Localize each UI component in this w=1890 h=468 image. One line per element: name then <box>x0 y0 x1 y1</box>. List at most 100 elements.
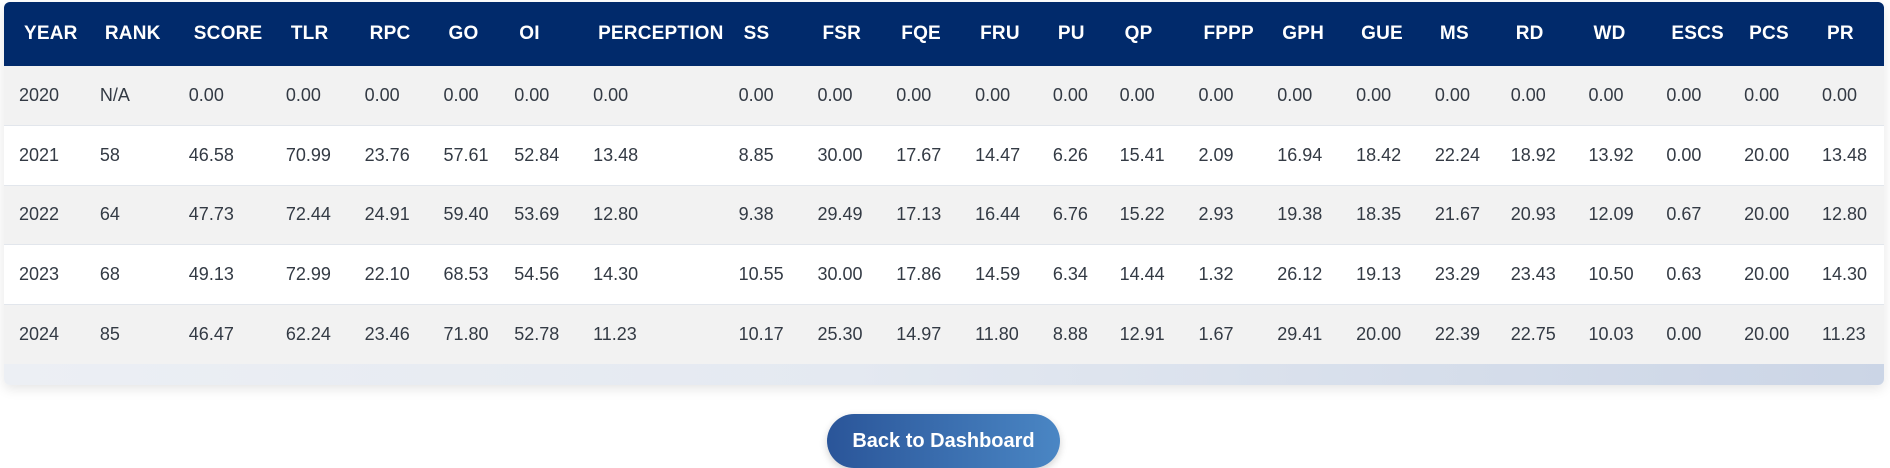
table-row: 2024 85 46.47 62.24 23.46 71.80 52.78 11.23 10.1… <box>4 304 1884 364</box>
table-cell: 18.42 <box>1341 125 1420 186</box>
table-cell: 10.50 <box>1573 244 1652 305</box>
table-row: 2020 N/A 0.00 0.00 0.00 0.00 0.00 0.00 0.00 0.00 0… <box>4 66 1884 127</box>
table-cell: 13.92 <box>1573 125 1652 186</box>
col-header-fqe: FQE <box>881 2 961 66</box>
table-cell: 2.09 <box>1183 125 1263 186</box>
table-cell: 14.30 <box>578 244 724 305</box>
table-cell: 0.00 <box>960 66 1038 127</box>
table-cell: 12.80 <box>1806 185 1884 246</box>
table-cell: 0.00 <box>578 66 724 127</box>
table-cell: 20.93 <box>1495 185 1574 246</box>
table-cell: 0.00 <box>1806 66 1884 127</box>
table-cell: 0.00 <box>1183 66 1263 127</box>
table-row: 2022 64 47.73 72.44 24.91 59.40 53.69 12.80 9.38… <box>4 185 1884 246</box>
table-cell: 0.00 <box>428 66 500 127</box>
table-cell: 0.00 <box>499 66 579 127</box>
table-cell: 0.00 <box>1651 125 1730 186</box>
table-cell: 23.43 <box>1495 244 1574 305</box>
table-cell: 72.99 <box>270 244 350 305</box>
table-cell: 0.00 <box>349 66 429 127</box>
col-header-rpc: RPC <box>349 2 429 66</box>
table-row: 2023 68 49.13 72.99 22.10 68.53 54.56 14.30 10.5… <box>4 244 1884 305</box>
table-cell: 0.00 <box>173 66 271 127</box>
table-cell: 22.75 <box>1495 304 1574 364</box>
col-header-go: GO <box>428 2 500 66</box>
table-cell: 0.00 <box>270 66 350 127</box>
table-cell: 0.00 <box>881 66 961 127</box>
col-header-fppp: FPPP <box>1183 2 1263 66</box>
table-cell: 0.00 <box>1104 66 1184 127</box>
col-header-gph: GPH <box>1262 2 1342 66</box>
table-cell: 59.40 <box>428 185 500 246</box>
table-cell: 0.00 <box>1419 66 1496 127</box>
table-cell: 62.24 <box>270 304 350 364</box>
table-cell: 0.00 <box>723 66 803 127</box>
table-cell: 6.26 <box>1037 125 1105 186</box>
col-header-fru: FRU <box>960 2 1038 66</box>
table-cell: 18.92 <box>1495 125 1574 186</box>
ranking-table: YEAR RANK SCORE TLR RPC GO OI PERCEPTION… <box>4 2 1884 364</box>
col-header-gue: GUE <box>1341 2 1420 66</box>
table-cell: 2021 <box>4 125 85 186</box>
col-header-year: YEAR <box>4 2 85 66</box>
table-cell: 10.17 <box>723 304 803 364</box>
col-header-ss: SS <box>723 2 803 66</box>
table-cell: 25.30 <box>802 304 882 364</box>
table-cell: 22.10 <box>349 244 429 305</box>
table-cell: 15.41 <box>1104 125 1184 186</box>
table-cell: 30.00 <box>802 244 882 305</box>
table-cell: 14.97 <box>881 304 961 364</box>
table-cell: 11.23 <box>1806 304 1884 364</box>
table-cell: 70.99 <box>270 125 350 186</box>
table-cell: 10.03 <box>1573 304 1652 364</box>
table-cell: 72.44 <box>270 185 350 246</box>
table-cell: 2.93 <box>1183 185 1263 246</box>
table-cell: 57.61 <box>428 125 500 186</box>
table-cell: 12.09 <box>1573 185 1652 246</box>
table-cell: 0.00 <box>802 66 882 127</box>
table-cell: 12.91 <box>1104 304 1184 364</box>
table-cell: 0.00 <box>1262 66 1342 127</box>
table-cell: 47.73 <box>173 185 271 246</box>
back-to-dashboard-button[interactable]: Back to Dashboard <box>827 414 1060 468</box>
table-cell: 0.00 <box>1341 66 1420 127</box>
col-header-rank: RANK <box>84 2 174 66</box>
table-cell: 1.67 <box>1183 304 1263 364</box>
table-cell: 13.48 <box>1806 125 1884 186</box>
col-header-ms: MS <box>1419 2 1496 66</box>
col-header-tlr: TLR <box>270 2 350 66</box>
table-cell: 19.38 <box>1262 185 1342 246</box>
table-cell: 68 <box>84 244 174 305</box>
table-cell: 2020 <box>4 66 85 127</box>
table-cell: 49.13 <box>173 244 271 305</box>
table-cell: 17.67 <box>881 125 961 186</box>
table-cell: 23.76 <box>349 125 429 186</box>
col-header-fsr: FSR <box>802 2 882 66</box>
table-cell: 17.13 <box>881 185 961 246</box>
table-cell: 12.80 <box>578 185 724 246</box>
col-header-escs: ESCS <box>1651 2 1730 66</box>
table-cell: 0.00 <box>1651 304 1730 364</box>
table-cell: 22.39 <box>1419 304 1496 364</box>
ranking-table-card: YEAR RANK SCORE TLR RPC GO OI PERCEPTION… <box>4 2 1884 385</box>
table-cell: 29.41 <box>1262 304 1342 364</box>
table-cell: 14.30 <box>1806 244 1884 305</box>
table-cell: 0.00 <box>1651 66 1730 127</box>
col-header-pr: PR <box>1806 2 1884 66</box>
table-cell: 20.00 <box>1729 304 1807 364</box>
col-header-rd: RD <box>1495 2 1574 66</box>
table-cell: 2024 <box>4 304 85 364</box>
table-header-row: YEAR RANK SCORE TLR RPC GO OI PERCEPTION… <box>4 2 1884 66</box>
table-cell: 9.38 <box>723 185 803 246</box>
table-cell: 52.78 <box>499 304 579 364</box>
table-cell: 22.24 <box>1419 125 1496 186</box>
table-cell: 1.32 <box>1183 244 1263 305</box>
table-cell: 8.85 <box>723 125 803 186</box>
table-cell: 19.13 <box>1341 244 1420 305</box>
table-cell: 16.44 <box>960 185 1038 246</box>
table-cell: 20.00 <box>1729 244 1807 305</box>
col-header-wd: WD <box>1573 2 1652 66</box>
table-cell: 14.47 <box>960 125 1038 186</box>
table-cell: 23.29 <box>1419 244 1496 305</box>
table-cell: 52.84 <box>499 125 579 186</box>
